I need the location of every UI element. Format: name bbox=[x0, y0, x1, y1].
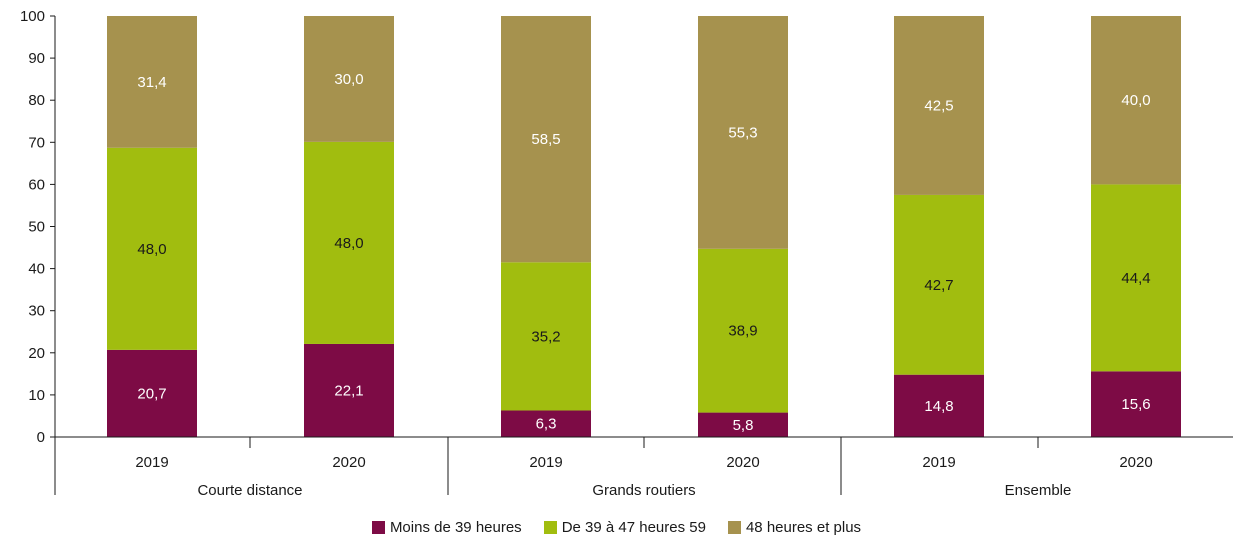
legend-swatch bbox=[543, 521, 557, 534]
data-label: 48,0 bbox=[334, 235, 363, 252]
y-tick-label: 0 bbox=[37, 429, 45, 446]
x-category-label: 2019 bbox=[922, 454, 955, 471]
bar-segment bbox=[501, 410, 591, 437]
bar-segment bbox=[894, 16, 984, 195]
data-label: 30,0 bbox=[334, 71, 363, 88]
y-tick-label: 20 bbox=[28, 345, 45, 362]
data-label: 22,1 bbox=[334, 382, 363, 399]
bar-segment bbox=[1091, 371, 1181, 437]
bar-segment bbox=[894, 374, 984, 437]
bar-segment bbox=[501, 262, 591, 411]
legend: Moins de 39 heures De 39 à 47 heures 59 48… bbox=[0, 519, 1233, 536]
legend-swatch bbox=[727, 521, 741, 534]
bar-segment bbox=[894, 194, 984, 375]
bar-segment bbox=[1091, 16, 1181, 185]
x-axis: 2019 2020 Courte distance 2019 2020 Grands ro… bbox=[54, 436, 1233, 499]
bar-segment bbox=[304, 16, 394, 142]
y-tick-label: 50 bbox=[28, 219, 45, 236]
data-label: 40,0 bbox=[1121, 92, 1150, 109]
data-label: 15,6 bbox=[1121, 396, 1150, 413]
data-label: 31,4 bbox=[137, 74, 166, 91]
bar-segment bbox=[107, 147, 197, 350]
x-group-label: Ensemble bbox=[1005, 482, 1072, 499]
data-label: 6,3 bbox=[536, 416, 557, 433]
legend-item: Moins de 39 heures bbox=[371, 519, 522, 536]
data-label: 42,5 bbox=[924, 97, 953, 114]
x-category-label: 2020 bbox=[332, 454, 365, 471]
y-tick-label: 70 bbox=[28, 134, 45, 151]
bar-segment bbox=[698, 248, 788, 413]
y-tick-label: 30 bbox=[28, 303, 45, 320]
x-category-label: 2019 bbox=[529, 454, 562, 471]
x-group-label: Grands routiers bbox=[592, 482, 695, 499]
y-tick-label: 100 bbox=[20, 8, 45, 25]
bar-segment bbox=[698, 16, 788, 249]
legend-label: De 39 à 47 heures 59 bbox=[561, 519, 706, 536]
y-tick-label: 80 bbox=[28, 92, 45, 109]
x-group-label: Courte distance bbox=[197, 482, 302, 499]
data-label: 14,8 bbox=[924, 398, 953, 415]
x-category-label: 2020 bbox=[1119, 454, 1152, 471]
data-label: 48,0 bbox=[137, 241, 166, 258]
data-label: 42,7 bbox=[924, 277, 953, 294]
y-tick-label: 10 bbox=[28, 387, 45, 404]
data-label: 55,3 bbox=[728, 124, 757, 141]
bar-segment bbox=[304, 141, 394, 344]
legend-item: 48 heures et plus bbox=[727, 519, 862, 536]
bars: 20,7 48,0 31,4 22,1 48,0 30,0 6,3 35,2 58,5 5,8 38… bbox=[107, 16, 1181, 437]
data-label: 5,8 bbox=[733, 417, 754, 434]
bar-segment bbox=[501, 16, 591, 263]
bar-segment bbox=[304, 343, 394, 437]
legend-item: De 39 à 47 heures 59 bbox=[543, 519, 706, 536]
data-label: 38,9 bbox=[728, 323, 757, 340]
legend-swatch bbox=[371, 521, 385, 534]
y-tick-label: 60 bbox=[28, 176, 45, 193]
x-category-label: 2019 bbox=[135, 454, 168, 471]
y-tick-label: 90 bbox=[28, 50, 45, 67]
data-label: 20,7 bbox=[137, 385, 166, 402]
x-category-label: 2020 bbox=[726, 454, 759, 471]
bar-segment bbox=[107, 16, 197, 148]
bar-segment bbox=[698, 412, 788, 437]
data-label: 35,2 bbox=[531, 328, 560, 345]
y-tick-label: 40 bbox=[28, 261, 45, 278]
legend-label: Moins de 39 heures bbox=[389, 519, 522, 536]
legend-label: 48 heures et plus bbox=[745, 519, 862, 536]
bar-segment bbox=[107, 349, 197, 437]
data-label: 58,5 bbox=[531, 131, 560, 148]
data-label: 44,4 bbox=[1121, 270, 1150, 287]
bar-segment bbox=[1091, 184, 1181, 372]
y-axis: 0 10 20 30 40 50 60 70 80 90 100 bbox=[20, 8, 56, 446]
